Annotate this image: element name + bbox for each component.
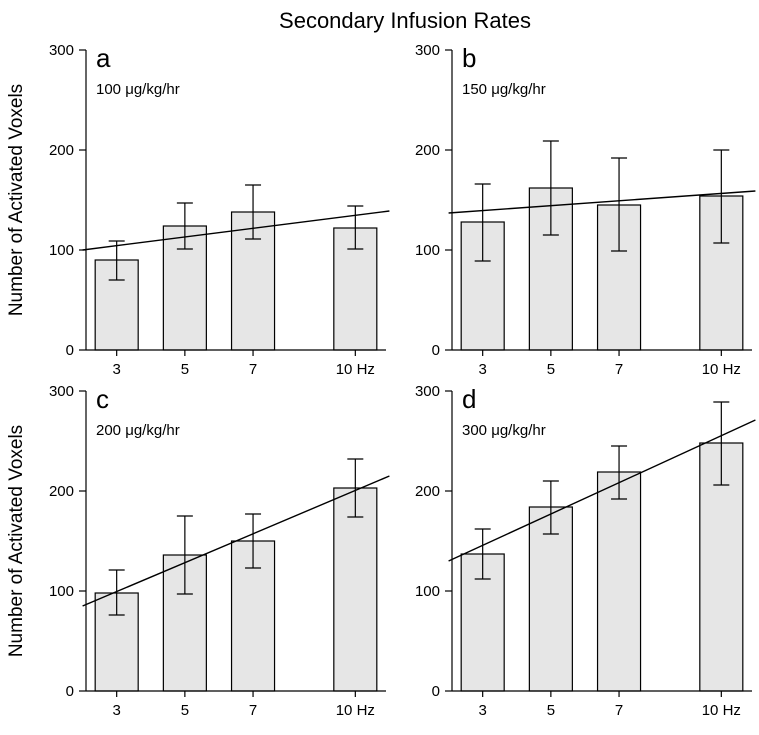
x-tick-label-a-2: 7 [249,361,257,378]
fit-line-d [448,419,756,562]
panel-b: 0 100 200 300 3 5 7 10 Hz b 150 μg/kg/hr [415,42,756,378]
y-tick-label-b-2: 200 [415,142,440,159]
x-tick-label-c-3: 10 Hz [336,702,375,719]
y-tick-label-d-2: 200 [415,483,440,500]
fit-line-b [448,190,756,214]
y-tick-label-a-2: 200 [49,142,74,159]
x-tick-label-d-0: 3 [479,702,487,719]
panel-letter-b: b [462,43,476,73]
dose-label-b: 150 μg/kg/hr [462,81,546,98]
fit-line-a [82,210,390,251]
x-tick-label-a-3: 10 Hz [336,361,375,378]
bar-c-3 [333,487,378,692]
y-tick-label-b-0: 0 [432,342,440,359]
dose-label-d: 300 μg/kg/hr [462,422,546,439]
x-tick-label-b-0: 3 [479,361,487,378]
x-tick-label-c-0: 3 [113,702,121,719]
x-tick-label-c-1: 5 [181,702,189,719]
y-tick-label-c-1: 100 [49,583,74,600]
panel-a: 0 100 200 300 3 5 7 10 Hz a 100 μg/kg/hr [49,42,390,378]
panel-letter-c: c [96,384,109,414]
y-tick-label-d-0: 0 [432,683,440,700]
y-axis-label-bottom: Number of Activated Voxels [6,425,27,657]
y-tick-label-a-1: 100 [49,242,74,259]
x-tick-label-d-3: 10 Hz [702,702,741,719]
x-tick-label-a-1: 5 [181,361,189,378]
y-tick-label-a-3: 300 [49,42,74,59]
y-axis-label-top: Number of Activated Voxels [6,84,27,316]
dose-label-c: 200 μg/kg/hr [96,422,180,439]
bar-d-2 [596,471,642,692]
panel-c: 0 100 200 300 3 5 7 10 Hz c 200 μg/kg/hr [49,383,390,719]
panel-d: 0 100 200 300 3 5 7 10 Hz d 300 μg/kg/hr [415,383,756,719]
x-tick-label-c-2: 7 [249,702,257,719]
figure-title: Secondary Infusion Rates [279,8,531,33]
y-tick-label-b-1: 100 [415,242,440,259]
x-tick-label-a-0: 3 [113,361,121,378]
x-tick-label-b-3: 10 Hz [702,361,741,378]
y-tick-label-c-2: 200 [49,483,74,500]
y-tick-label-c-0: 0 [66,683,74,700]
fit-line-c [82,475,390,607]
y-tick-label-d-1: 100 [415,583,440,600]
y-tick-label-b-3: 300 [415,42,440,59]
x-tick-label-d-2: 7 [615,702,623,719]
dose-label-a: 100 μg/kg/hr [96,81,180,98]
x-tick-label-b-2: 7 [615,361,623,378]
y-tick-label-d-3: 300 [415,383,440,400]
bar-d-1 [528,506,573,692]
panel-letter-a: a [96,43,111,73]
y-tick-label-a-0: 0 [66,342,74,359]
y-tick-label-c-3: 300 [49,383,74,400]
x-tick-label-d-1: 5 [547,702,555,719]
x-tick-label-b-1: 5 [547,361,555,378]
panel-letter-d: d [462,384,476,414]
bar-a-3 [333,227,378,351]
